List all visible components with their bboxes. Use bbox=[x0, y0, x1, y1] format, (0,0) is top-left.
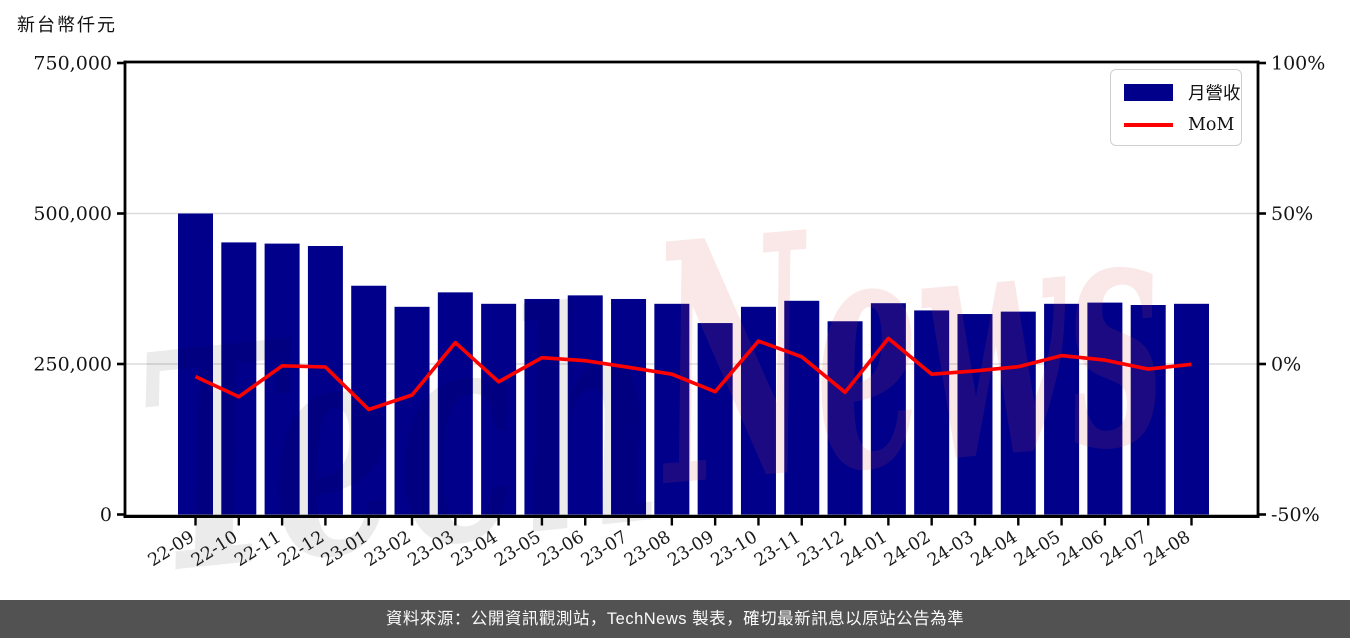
x-tick-label: 24-08 bbox=[1141, 527, 1194, 571]
watermark-tech: Tech bbox=[124, 237, 678, 600]
left-tick-label: 500,000 bbox=[33, 203, 112, 225]
mom-swatch bbox=[1124, 123, 1173, 127]
revenue-bar bbox=[178, 213, 213, 515]
revenue-bar bbox=[1087, 302, 1123, 515]
revenue-bar bbox=[524, 298, 560, 515]
right-tick-label: -50% bbox=[1271, 504, 1320, 526]
revenue-bar bbox=[611, 298, 647, 515]
watermark-news: News bbox=[635, 130, 1177, 561]
revenue-bar bbox=[654, 303, 690, 515]
revenue-bar bbox=[567, 295, 603, 515]
revenue-bar bbox=[1044, 303, 1080, 515]
revenue-bar bbox=[1130, 305, 1166, 515]
mom-legend-label: MoM bbox=[1188, 115, 1235, 135]
revenue-bar bbox=[437, 292, 473, 515]
legend-row-revenue: 月營收 bbox=[1124, 80, 1241, 105]
source-caption: 資料來源：公開資訊觀測站，TechNews 製表，確切最新訊息以原站公告為準 bbox=[0, 600, 1350, 638]
x-tick-label: 24-05 bbox=[1011, 527, 1064, 571]
mom-line bbox=[194, 336, 1192, 412]
revenue-bar bbox=[784, 300, 820, 515]
legend: 月營收 MoM bbox=[1110, 69, 1242, 146]
revenue-bar bbox=[1000, 311, 1036, 515]
revenue-bar bbox=[827, 321, 863, 515]
right-tick-label: 50% bbox=[1271, 203, 1313, 225]
right-tick-label: 0% bbox=[1271, 354, 1301, 376]
revenue-swatch bbox=[1124, 84, 1173, 101]
revenue-bar bbox=[697, 323, 733, 515]
x-tick-label: 24-06 bbox=[1054, 527, 1107, 571]
left-axis-unit-label: 新台幣仟元 bbox=[17, 15, 117, 36]
right-tick-label: 100% bbox=[1271, 53, 1325, 75]
x-tick-label: 24-07 bbox=[1097, 527, 1150, 571]
legend-row-mom: MoM bbox=[1124, 115, 1234, 135]
chart-canvas: TechNews 750,000 500,000 250,000 0 100% 50% 0% -… bbox=[33, 53, 1325, 601]
revenue-bar bbox=[221, 242, 257, 515]
revenue-bar bbox=[481, 303, 517, 515]
left-tick-label: 750,000 bbox=[33, 53, 112, 75]
left-tick-label: 0 bbox=[100, 504, 112, 526]
revenue-legend-label: 月營收 bbox=[1188, 84, 1241, 104]
revenue-bar bbox=[1174, 303, 1209, 515]
revenue-bar bbox=[914, 310, 950, 515]
revenue-bar bbox=[264, 243, 300, 515]
left-tick-label: 250,000 bbox=[33, 354, 112, 376]
revenue-bar bbox=[957, 314, 993, 515]
revenue-bar bbox=[394, 306, 430, 515]
